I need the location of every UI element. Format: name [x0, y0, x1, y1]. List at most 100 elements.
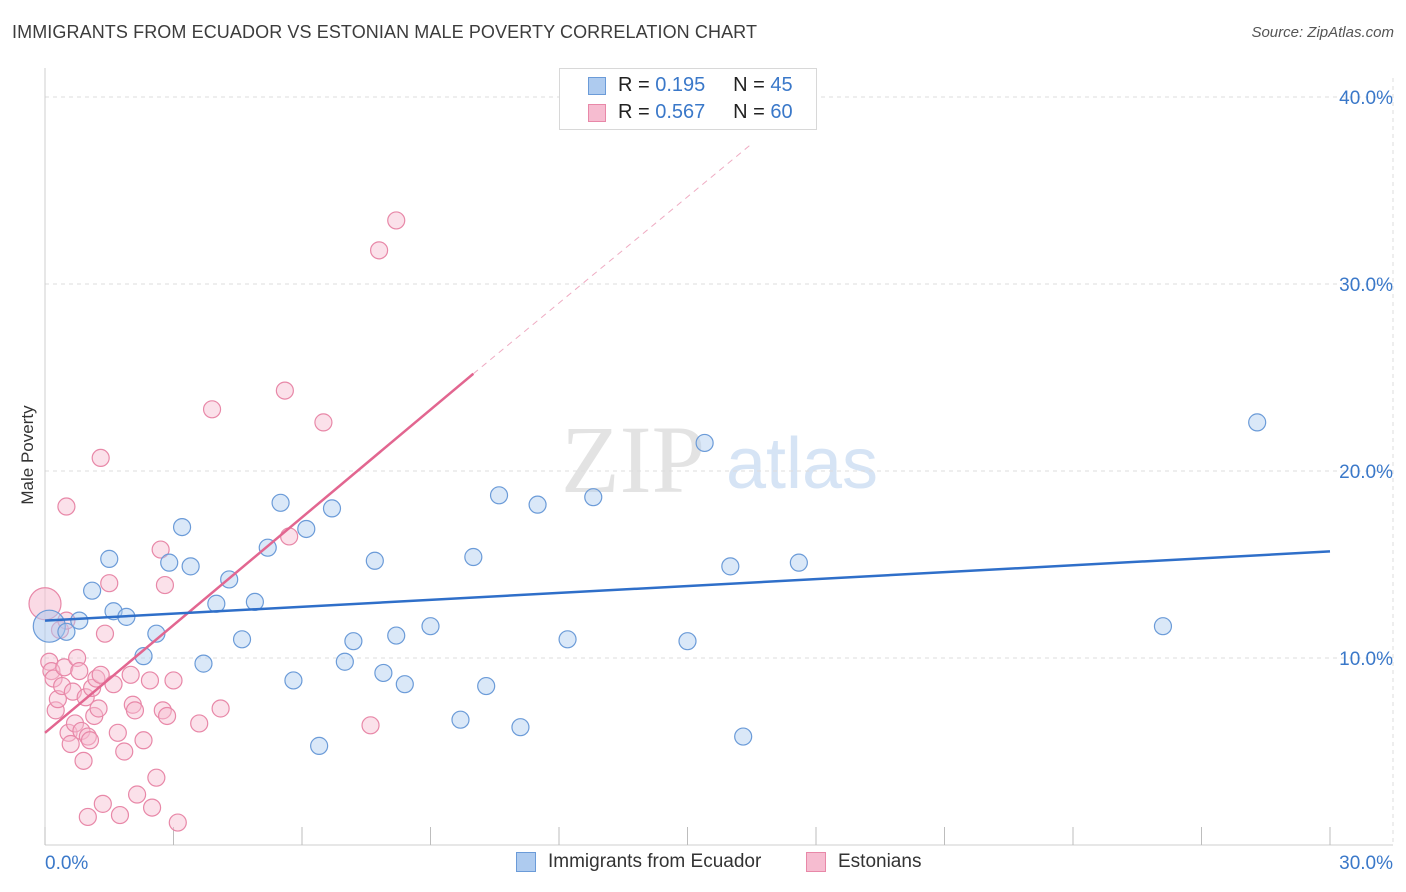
data-point	[464, 547, 483, 567]
n-value: 60	[770, 101, 793, 123]
n-label: N =	[733, 101, 765, 123]
data-point	[164, 671, 183, 690]
data-point	[271, 493, 290, 512]
data-point	[489, 486, 509, 505]
data-point	[151, 540, 170, 559]
data-point	[70, 611, 89, 630]
data-point	[314, 413, 333, 432]
stats-legend: R = 0.195 N = 45 R = 0.567 N = 60	[559, 68, 817, 130]
data-point	[584, 488, 603, 507]
r-value: 0.195	[655, 74, 706, 96]
data-point	[57, 622, 76, 641]
x-tick-label: 30.0%	[1339, 853, 1393, 874]
trend-line-ecuador	[44, 550, 1331, 622]
trend-line-estonians-extrapolated	[473, 143, 753, 375]
series-legend: Immigrants from Ecuador Estonians	[0, 851, 1406, 877]
data-point	[65, 714, 85, 733]
data-point	[83, 581, 102, 600]
data-point	[104, 675, 123, 694]
data-point	[142, 798, 162, 817]
data-point	[181, 557, 200, 576]
data-point	[74, 751, 93, 770]
data-point	[310, 736, 329, 755]
legend-item-ecuador[interactable]: Immigrants from Ecuador	[516, 851, 761, 873]
data-point	[344, 632, 363, 651]
data-point	[511, 718, 530, 737]
legend-label-estonians: Estonians	[838, 851, 922, 872]
data-point	[115, 742, 134, 761]
legend-swatch-ecuador	[516, 852, 536, 872]
data-point	[280, 527, 299, 546]
data-point	[55, 658, 74, 677]
data-point	[70, 661, 89, 681]
data-point	[190, 714, 209, 733]
data-point	[789, 553, 808, 572]
legend-swatch-ecuador	[588, 77, 606, 95]
series-ecuador	[32, 413, 1267, 755]
data-point	[80, 731, 100, 750]
data-point	[202, 400, 222, 419]
data-point	[1248, 413, 1267, 432]
data-point	[160, 553, 179, 572]
data-point	[110, 805, 130, 825]
data-point	[127, 785, 147, 804]
data-point	[1153, 617, 1173, 636]
trend-line-estonians	[44, 372, 475, 734]
data-point	[374, 663, 393, 683]
data-point	[734, 727, 753, 746]
watermark-zip: ZIP	[561, 406, 705, 513]
data-point	[100, 574, 119, 593]
data-point	[387, 626, 406, 645]
legend-item-estonians[interactable]: Estonians	[806, 851, 921, 873]
data-point	[157, 706, 177, 726]
data-point	[91, 665, 110, 684]
data-point	[721, 557, 740, 576]
data-point	[121, 665, 140, 684]
data-point	[297, 519, 316, 539]
data-point	[155, 575, 175, 595]
source-label: Source: ZipAtlas.com	[1251, 24, 1394, 41]
data-point	[134, 731, 153, 750]
legend-swatch-estonians	[588, 104, 606, 122]
data-point	[100, 549, 119, 568]
r-label: R =	[618, 74, 650, 96]
data-point	[232, 630, 252, 649]
data-point	[528, 495, 547, 514]
data-point	[421, 617, 440, 636]
n-label: N =	[733, 74, 765, 96]
series-estonians	[28, 211, 406, 832]
data-point	[678, 632, 697, 651]
watermark-atlas: atlas	[726, 424, 878, 504]
data-point	[695, 433, 714, 453]
data-point	[147, 768, 166, 787]
data-point	[365, 551, 384, 570]
data-point	[125, 701, 145, 720]
r-value: 0.567	[655, 101, 706, 123]
data-point	[140, 671, 160, 690]
data-point	[61, 734, 80, 754]
stats-row-ecuador: R = 0.195 N = 45	[560, 73, 816, 99]
y-tick-label: 10.0%	[1339, 649, 1393, 670]
data-point	[207, 594, 226, 613]
chart-title: IMMIGRANTS FROM ECUADOR VS ESTONIAN MALE…	[12, 22, 758, 42]
data-point	[91, 448, 110, 468]
n-value: 45	[770, 74, 793, 96]
data-point	[387, 211, 406, 230]
x-tick-label: 0.0%	[45, 853, 88, 874]
y-tick-label: 30.0%	[1339, 275, 1393, 296]
data-point	[93, 794, 112, 813]
axes	[44, 68, 1393, 846]
data-point	[322, 499, 342, 518]
tick-labels: 10.0% 20.0% 30.0% 40.0% 0.0% 30.0%	[45, 88, 1393, 874]
y-tick-label: 40.0%	[1339, 88, 1393, 109]
legend-swatch-estonians	[806, 852, 826, 872]
data-point	[370, 241, 389, 260]
data-point	[275, 381, 294, 400]
data-point	[172, 517, 192, 537]
trend-lines	[44, 143, 1331, 734]
y-tick-label: 20.0%	[1339, 462, 1393, 483]
data-point	[78, 807, 97, 827]
data-point	[284, 671, 303, 690]
data-point	[32, 609, 66, 643]
data-point	[46, 701, 65, 720]
